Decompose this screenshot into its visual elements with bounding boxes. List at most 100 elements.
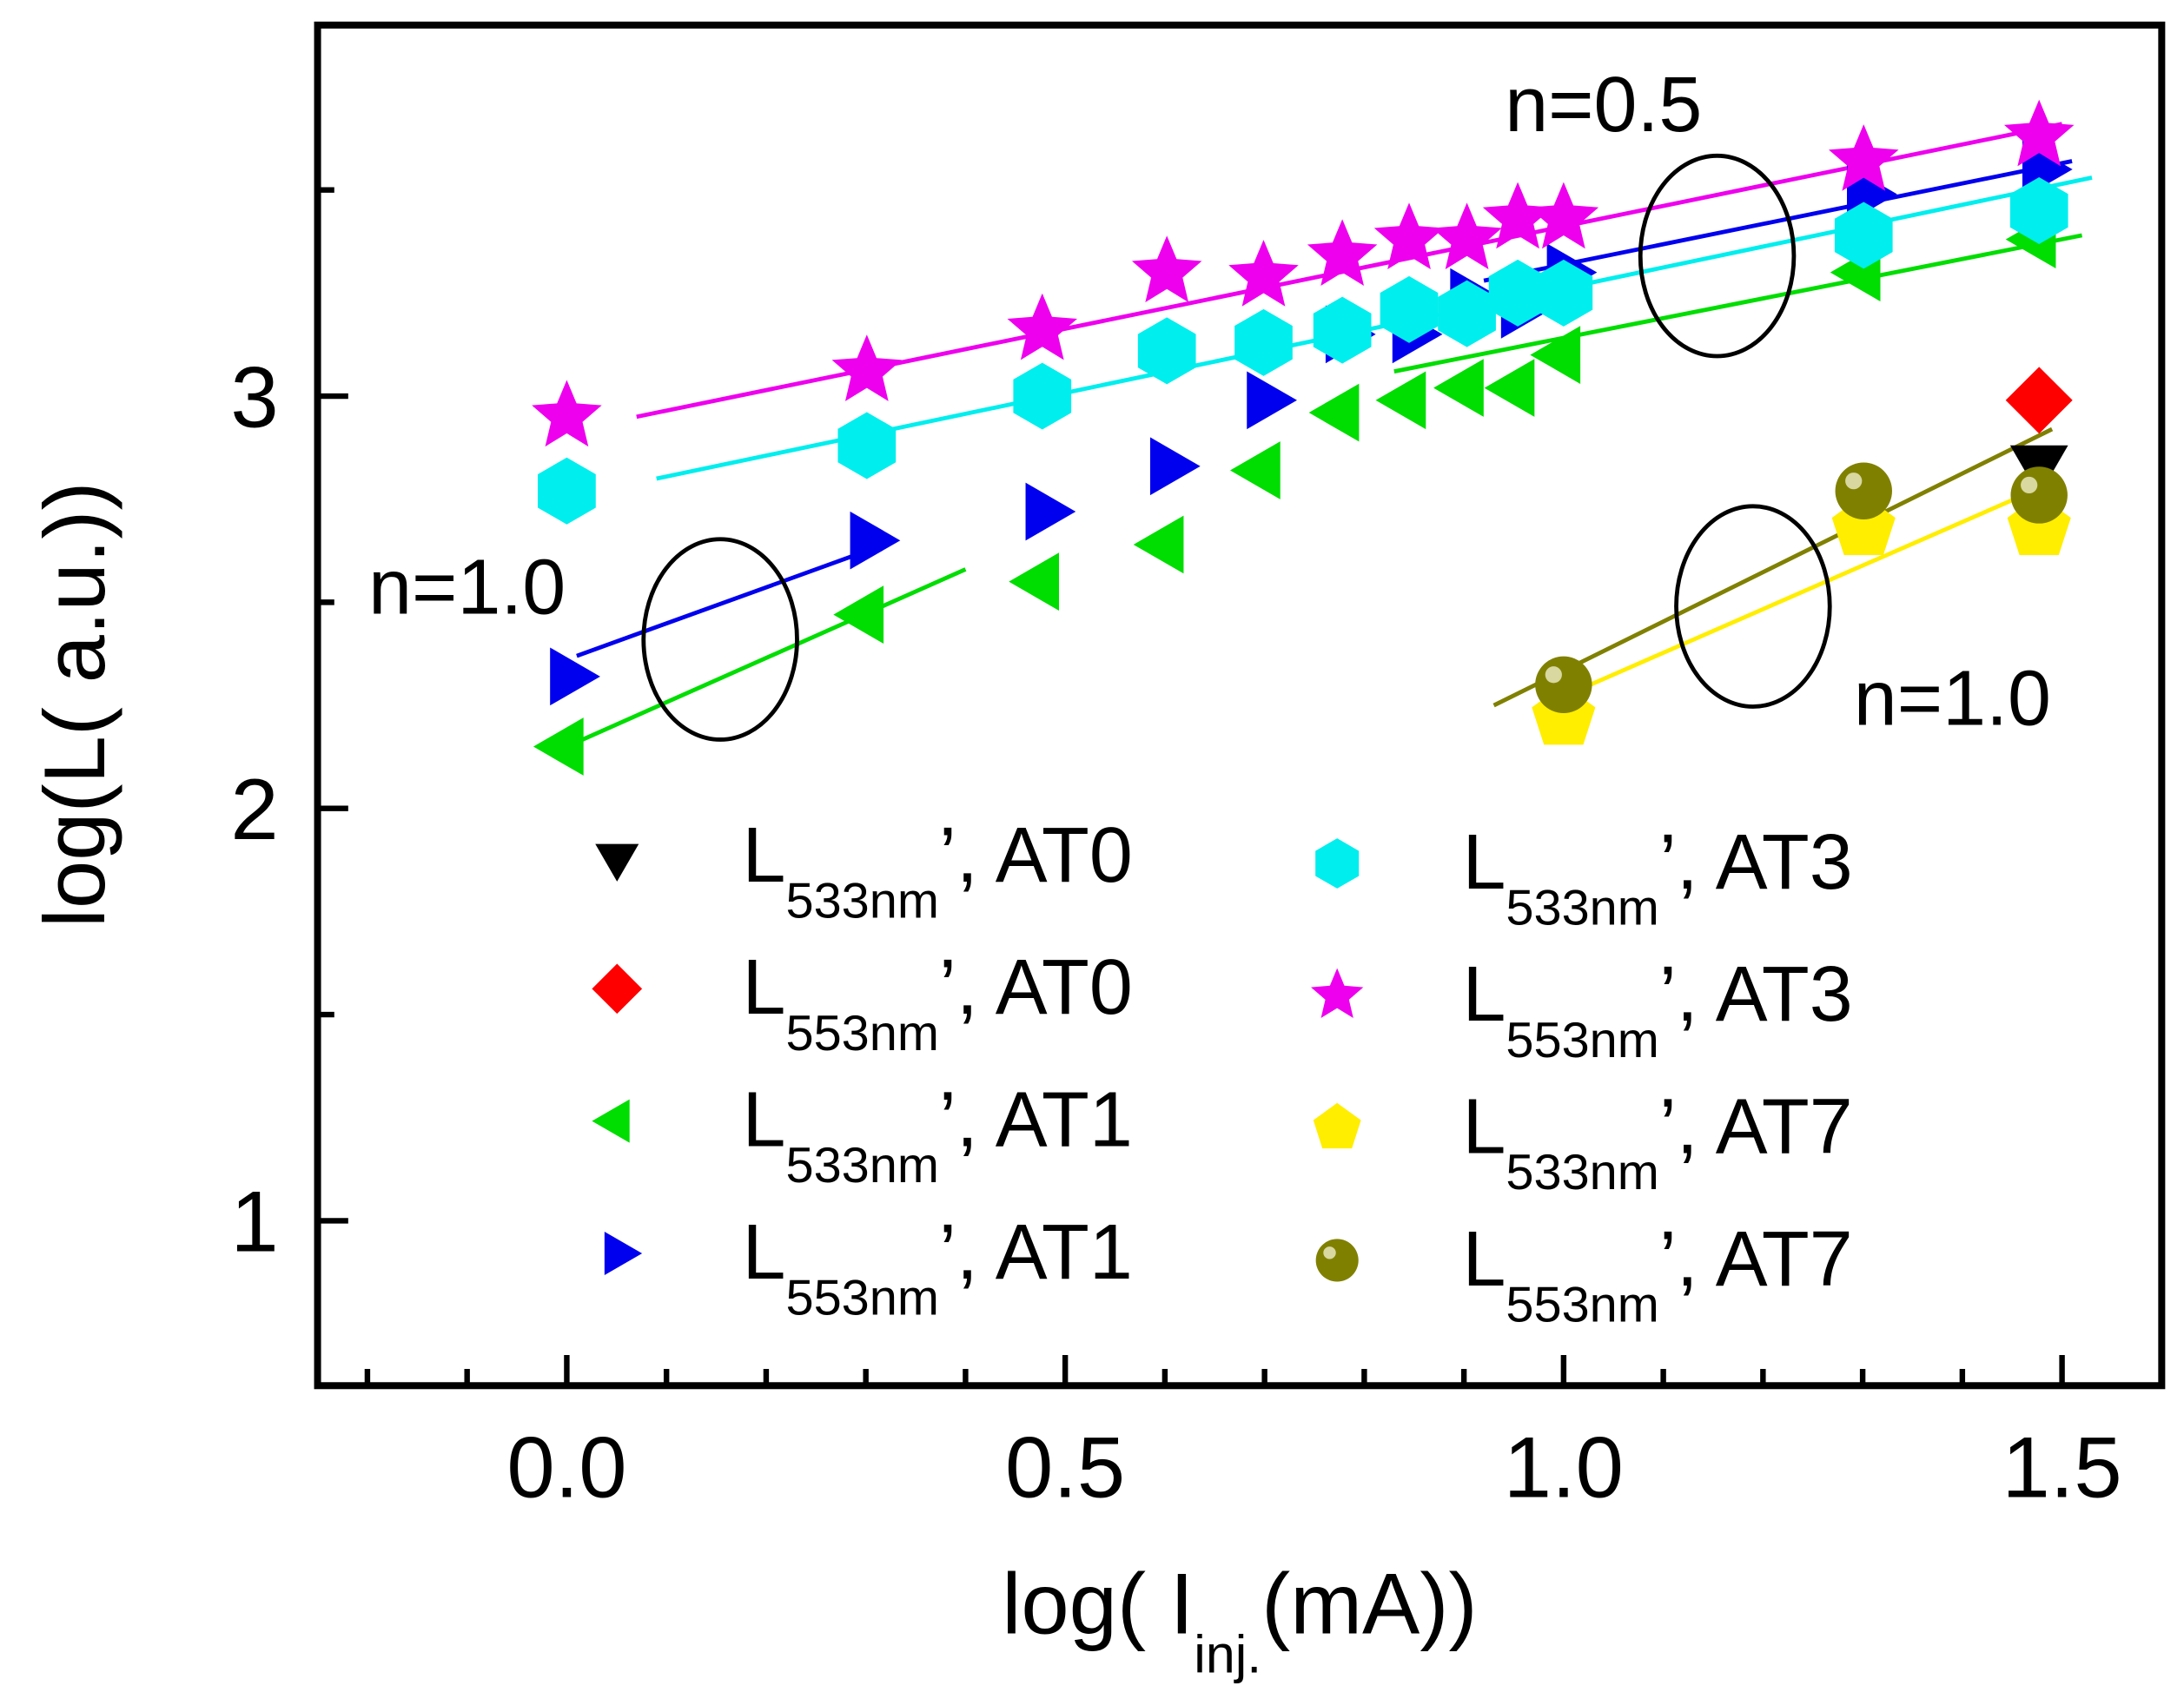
annotation-label: n=0.5	[1505, 62, 1702, 149]
legend-label-sub: 553nm	[786, 1270, 939, 1325]
triangle-left-marker	[1230, 441, 1281, 499]
sphere-marker	[1535, 656, 1592, 714]
star-marker	[1528, 182, 1599, 249]
legend-item: L553nm’, AT1	[604, 1209, 1133, 1326]
legend-label-main: L	[743, 1076, 786, 1163]
star-marker	[1228, 240, 1299, 307]
marker-shape	[1311, 968, 1364, 1018]
star-marker	[1373, 202, 1445, 269]
pentagon-marker	[1313, 1102, 1361, 1149]
triangle-left-marker	[1308, 383, 1360, 442]
plot-frame	[314, 21, 2166, 1390]
marker-shape	[533, 717, 584, 776]
hexagon-marker	[1315, 838, 1360, 889]
annotation-label: n=1.0	[1854, 656, 2051, 743]
fit-line	[1393, 233, 2083, 374]
hexagon-marker	[1137, 317, 1196, 385]
hexagon-marker	[1313, 296, 1372, 364]
marker-shape	[1013, 362, 1072, 430]
marker-shape	[1149, 437, 1201, 496]
hexagon-marker	[538, 457, 596, 525]
y-tick-label: 1	[230, 1174, 278, 1271]
x-axis-label: log( Iinj.(mA))	[1002, 1557, 1477, 1684]
marker-shape	[532, 380, 602, 447]
marker-shape	[1025, 482, 1076, 541]
triangle-left-marker	[533, 717, 584, 776]
marker-highlight	[1545, 666, 1562, 684]
triangle-left-marker	[1009, 552, 1059, 612]
triangle-left-marker	[1133, 515, 1184, 574]
sphere-marker	[1835, 462, 1892, 519]
triangle-right-marker	[604, 1231, 643, 1275]
legend-label: L553nm’, AT3	[1462, 951, 1852, 1068]
marker-shape	[1535, 656, 1592, 714]
diamond-marker	[592, 963, 643, 1015]
annotation-ellipse	[1638, 153, 1797, 359]
hexagon-marker	[2009, 176, 2068, 244]
legend-label: L533nm’, AT3	[1462, 819, 1852, 936]
marker-shape	[2009, 176, 2068, 244]
y-tick-label: 2	[230, 762, 278, 858]
marker-shape	[1228, 240, 1299, 307]
legend-label-rest: ’, AT0	[939, 812, 1133, 899]
legend-label-main: L	[743, 812, 786, 899]
hexagon-marker	[1234, 308, 1293, 376]
marker-shape	[2003, 99, 2075, 167]
sphere-marker	[1315, 1239, 1359, 1282]
legend-label-sub: 553nm	[786, 1006, 939, 1061]
marker-shape	[1313, 1102, 1361, 1149]
marker-highlight	[2021, 476, 2038, 494]
marker-shape	[1835, 462, 1892, 519]
legend-label-rest: ’, AT7	[1659, 1216, 1853, 1303]
star-marker	[1829, 124, 1899, 191]
marker-shape	[1247, 371, 1297, 430]
legend-item: L553nm’, AT3	[1311, 951, 1853, 1068]
legend-label-rest: ’, AT7	[1659, 1084, 1853, 1171]
star-marker	[831, 334, 903, 401]
hexagon-marker	[1438, 280, 1496, 347]
marker-shape	[1137, 317, 1196, 385]
marker-shape	[1484, 359, 1535, 417]
marker-shape	[550, 647, 600, 706]
legend-label: L533nm’, AT7	[1462, 1084, 1852, 1201]
marker-shape	[1834, 202, 1893, 269]
fit-line	[566, 567, 967, 749]
legend-label-main: L	[1462, 1084, 1506, 1171]
hexagon-marker	[1834, 202, 1893, 269]
legend-item: L533nm’, AT7	[1313, 1084, 1853, 1201]
marker-shape	[538, 457, 596, 525]
hexagon-marker	[837, 412, 897, 479]
legend-label-sub: 533nm	[786, 1138, 939, 1193]
legend-item: L533nm’, AT0	[595, 812, 1133, 929]
x-tick-label: 1.0	[1504, 1420, 1624, 1517]
legend-label-rest: ’, AT1	[939, 1076, 1133, 1163]
marker-shape	[1530, 326, 1581, 384]
hexagon-marker	[1013, 362, 1072, 430]
legend-label-main: L	[743, 1209, 786, 1296]
triangle-left-marker	[1433, 359, 1484, 417]
marker-shape	[1315, 838, 1360, 889]
legend-label-sub: 533nm	[1506, 881, 1658, 936]
marker-shape	[1534, 259, 1593, 327]
marker-shape	[592, 1099, 630, 1143]
legend-label-sub: 533nm	[1506, 1145, 1658, 1200]
star-marker	[1482, 182, 1553, 249]
triangle-right-marker	[1025, 482, 1076, 541]
x-tick-label: 0.5	[1005, 1420, 1125, 1517]
star-marker	[1307, 219, 1378, 286]
star-marker	[2003, 99, 2075, 167]
marker-shape	[1829, 124, 1899, 191]
marker-highlight	[1323, 1246, 1336, 1259]
legend-label-rest: ’, AT0	[939, 944, 1133, 1031]
marker-shape	[1482, 182, 1553, 249]
hexagon-marker	[1488, 259, 1547, 327]
legend-label: L553nm’, AT1	[743, 1209, 1133, 1326]
star-marker	[1432, 202, 1502, 269]
triangle-left-marker	[833, 585, 884, 644]
triangle-left-marker	[592, 1099, 630, 1143]
legend-label: L533nm’, AT0	[743, 812, 1133, 929]
fit-line	[576, 538, 897, 658]
marker-shape	[1007, 293, 1077, 360]
legend-label-main: L	[1462, 819, 1506, 906]
triangle-left-marker	[1530, 326, 1581, 384]
